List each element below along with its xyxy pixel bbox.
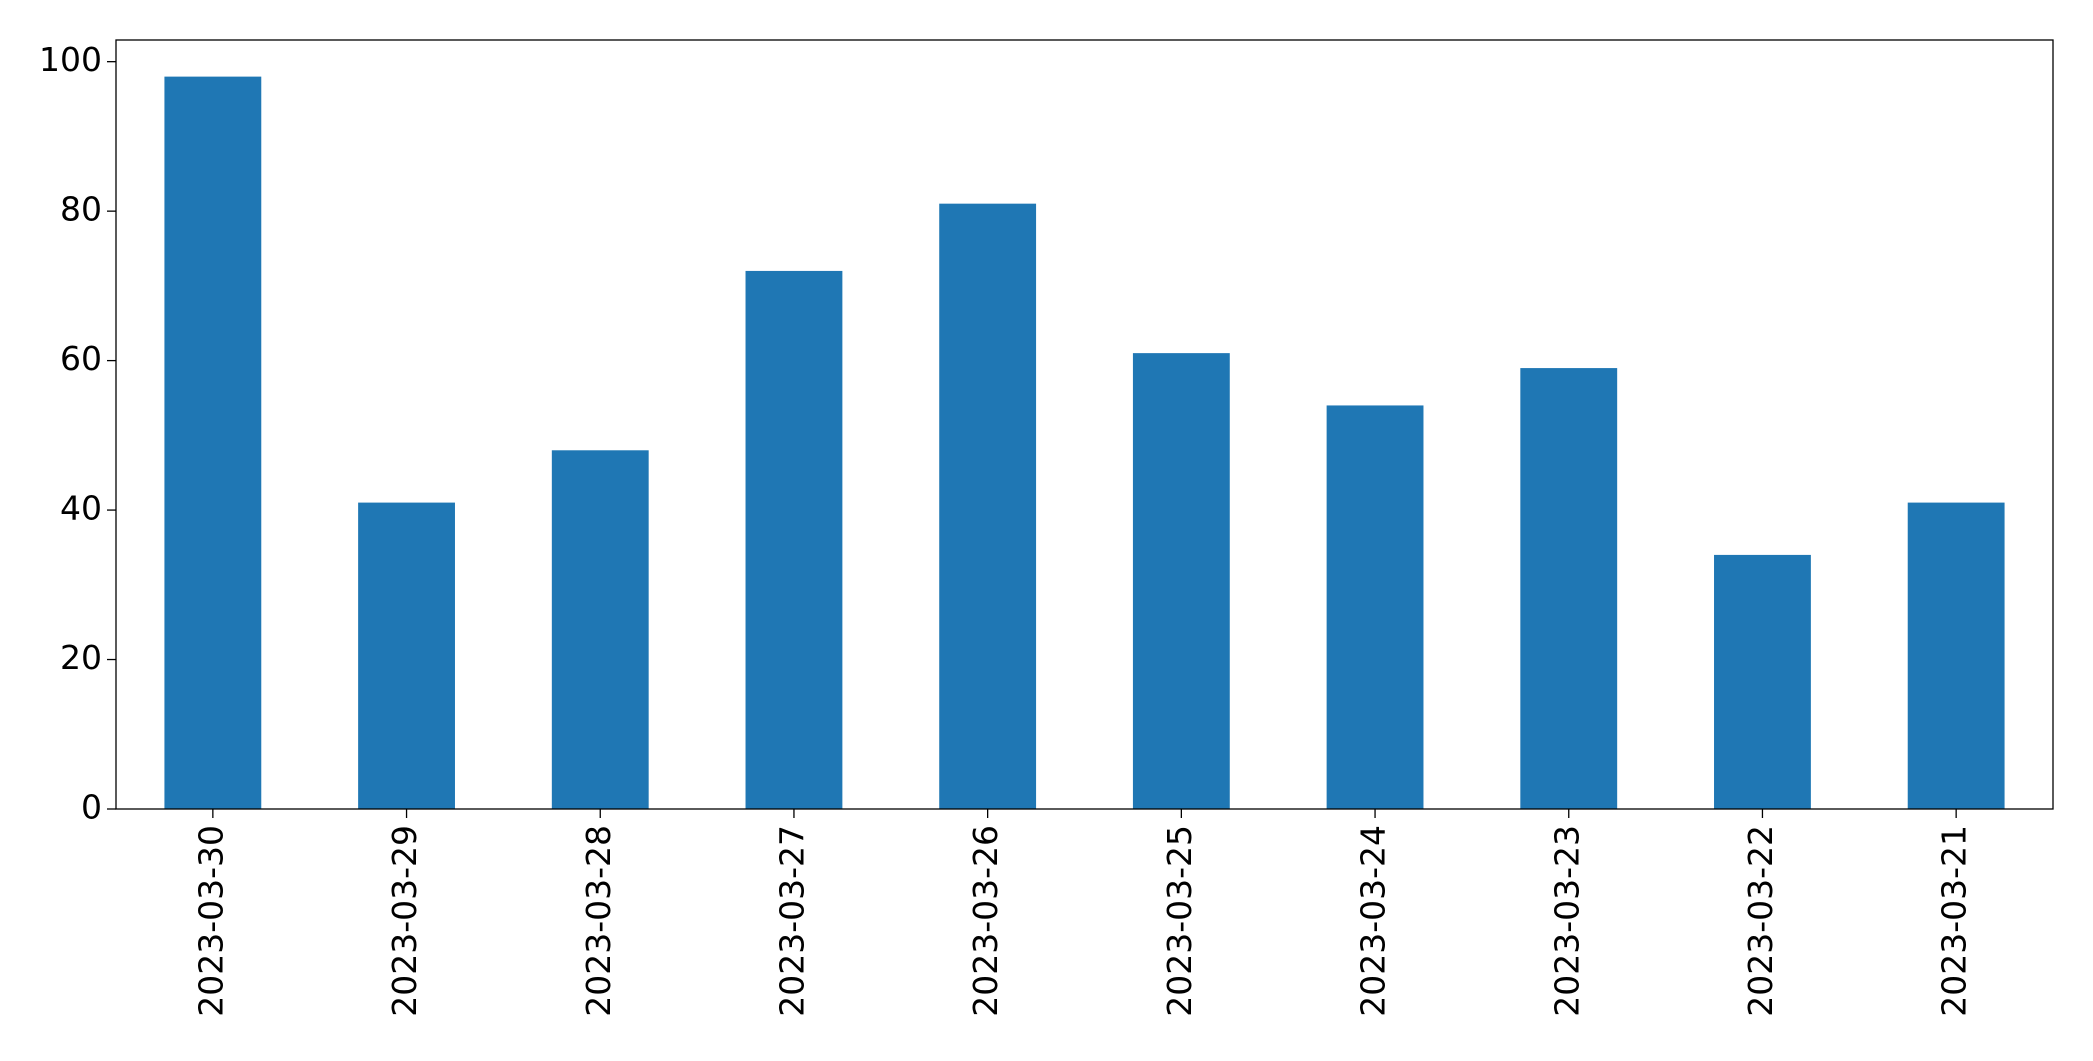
bar [164,76,262,810]
x-tick-label: 2023-03-27 [772,825,811,1017]
x-tick-label: 2023-03-21 [1935,825,1974,1017]
x-tick-label: 2023-03-29 [385,825,424,1017]
y-tick-label: 20 [60,638,102,677]
x-tick-label: 2023-03-23 [1547,825,1586,1017]
bar [1326,405,1424,809]
y-tick-label: 0 [81,788,102,827]
bar [1520,368,1618,809]
y-tick-label: 40 [60,489,102,528]
plot-frame [115,39,2054,810]
x-tick-label: 2023-03-24 [1354,825,1393,1017]
bar [1907,502,2005,809]
bar [1714,554,1811,809]
x-tick-label: 2023-03-30 [191,825,230,1017]
x-tick-label: 2023-03-28 [579,825,618,1017]
bar [358,502,455,809]
y-tick-label: 100 [39,40,102,79]
x-tick-label: 2023-03-25 [1160,825,1199,1017]
y-tick-label: 80 [60,190,102,229]
x-tick-label: 2023-03-26 [966,825,1005,1017]
x-tick-label: 2023-03-22 [1741,825,1780,1017]
bar [551,450,649,809]
bar [939,203,1037,809]
bar [1132,353,1230,809]
y-tick-label: 60 [60,339,102,378]
bar [745,270,843,809]
